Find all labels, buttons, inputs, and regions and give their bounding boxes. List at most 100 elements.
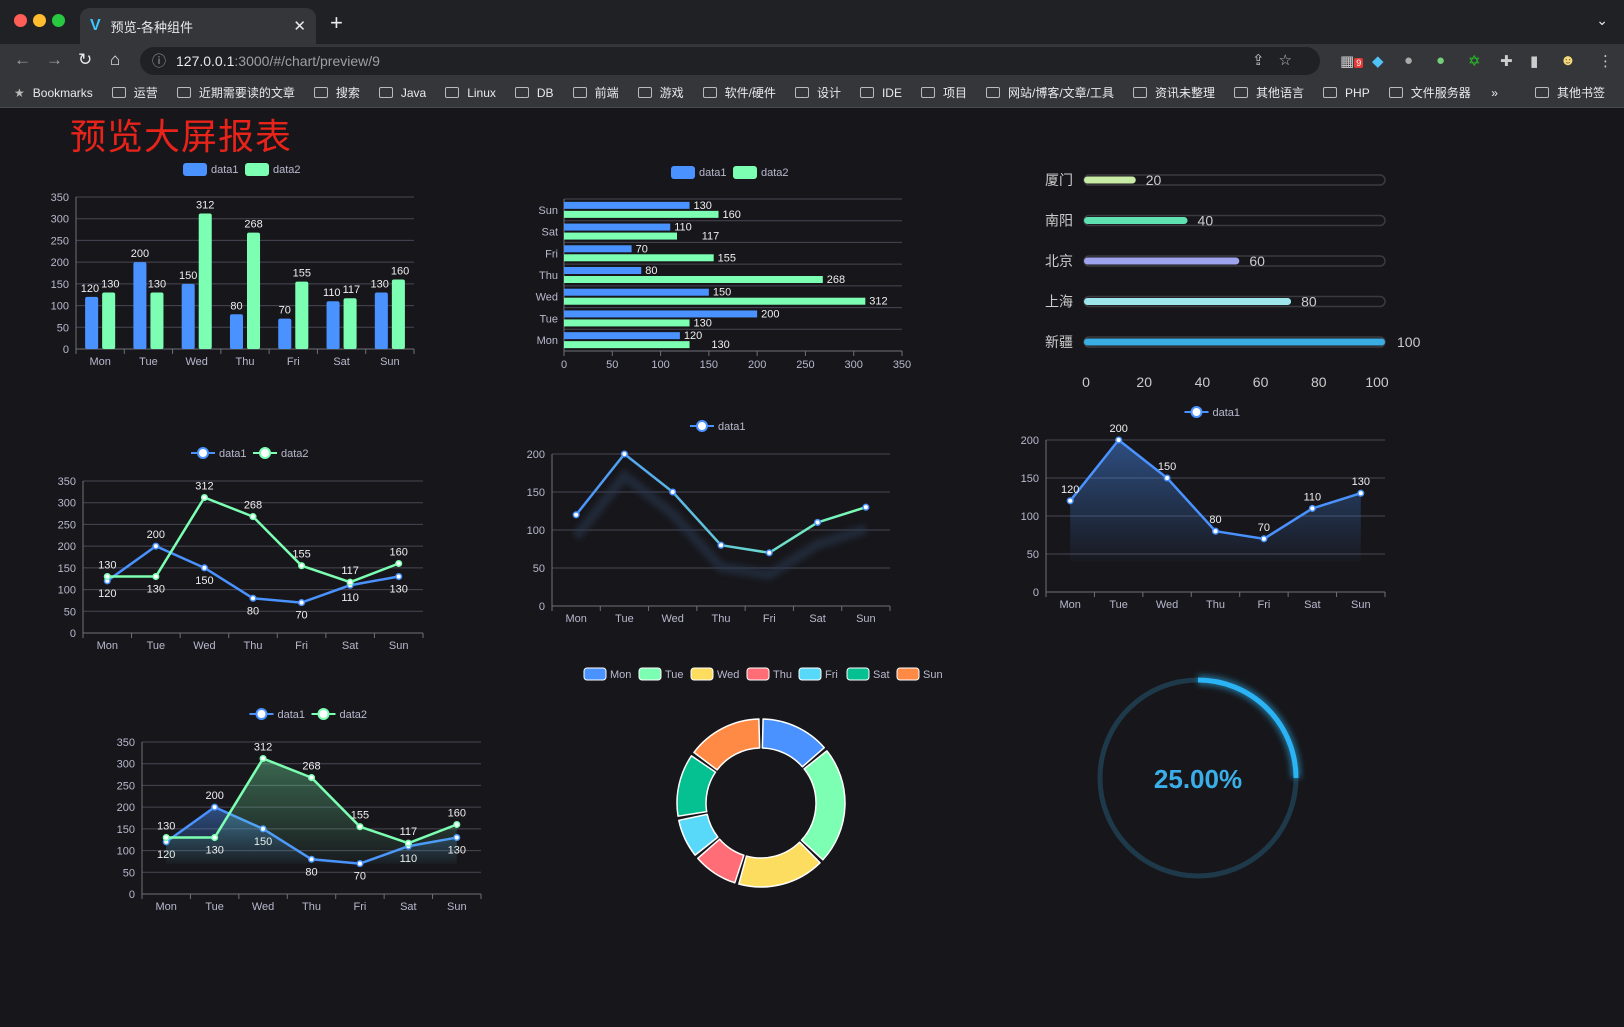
data-label: 155	[292, 549, 310, 561]
bookmark-folder[interactable]: 文件服务器	[1388, 84, 1471, 101]
donut-slice-Wed	[738, 841, 821, 888]
new-tab-icon[interactable]: +	[330, 10, 343, 35]
puzzle-icon[interactable]: ✚	[1500, 53, 1513, 70]
folder-icon	[794, 87, 809, 98]
data-label: 155	[293, 268, 311, 280]
bookmark-folder[interactable]: 其他语言	[1234, 84, 1304, 101]
menu-icon[interactable]: ⋮	[1598, 53, 1613, 70]
bookmark-folder[interactable]: 项目	[920, 84, 967, 101]
back-icon[interactable]: ←	[14, 50, 31, 69]
chart-legend[interactable]: data1 data2	[183, 163, 301, 176]
x-tick-label: 0	[1082, 374, 1090, 390]
bookmark-folder[interactable]: 资讯未整理	[1133, 84, 1215, 101]
star-extension-icon[interactable]: ✡	[1468, 53, 1481, 70]
browser-tab[interactable]: V 预览-各种组件 ✕	[80, 8, 316, 44]
minimize-window-button[interactable]	[33, 14, 46, 27]
data-label: 160	[448, 808, 466, 820]
line-shadow	[572, 468, 868, 581]
info-icon[interactable]: ⓘ	[152, 53, 166, 69]
avatar[interactable]: ☻	[1560, 52, 1576, 69]
data-label: 120	[1061, 484, 1079, 496]
bookmark-folder[interactable]: 游戏	[637, 84, 684, 101]
data-label: 110	[323, 287, 341, 299]
data-point	[298, 562, 306, 570]
bookmark-folder[interactable]: 搜索	[313, 84, 360, 101]
maximize-window-button[interactable]	[52, 14, 65, 27]
bookmark-folder[interactable]: DB	[514, 86, 554, 100]
forward-icon[interactable]: →	[46, 50, 63, 69]
data-label: 150	[713, 287, 731, 299]
bookmark-folder[interactable]: 前端	[572, 84, 619, 101]
reload-icon[interactable]: ↻	[78, 50, 93, 69]
legend-marker-icon	[197, 447, 209, 459]
bar-data2	[391, 279, 405, 349]
other-bookmarks[interactable]: 其他书签	[1534, 84, 1605, 101]
share-icon[interactable]: ⇪	[1251, 52, 1279, 69]
legend-swatch-icon	[746, 667, 770, 681]
extension-icon[interactable]: ▦ 9	[1340, 53, 1364, 70]
more-bookmarks-button[interactable]: »	[1491, 86, 1498, 100]
bar-data2	[564, 341, 690, 349]
data-label: 150	[195, 575, 213, 587]
home-icon[interactable]: ⌂	[110, 50, 121, 69]
y-tick-label: 0	[63, 344, 69, 356]
chart-legend[interactable]: Mon Tue Wed Thu Fri Sat Sun	[583, 667, 943, 681]
bookmark-folder[interactable]: 运营	[111, 84, 158, 101]
data-point	[346, 578, 354, 586]
bar-data1	[278, 318, 292, 349]
x-tick-label: 200	[748, 359, 766, 371]
bookmark-folder[interactable]: 近期需要读的文章	[176, 84, 295, 101]
bookmark-folder[interactable]: Linux	[445, 86, 496, 100]
chart-legend[interactable]: data1 data2	[249, 708, 368, 721]
bookmarks-button[interactable]: ★ Bookmarks	[14, 86, 93, 100]
bar-data2	[343, 298, 357, 349]
bookmark-folder[interactable]: PHP	[1323, 86, 1370, 100]
data-label: 268	[827, 274, 845, 286]
bookmark-star-icon[interactable]: ☆	[1278, 52, 1306, 69]
progress-fill	[1084, 176, 1136, 184]
diamond-extension-icon[interactable]: ◆	[1372, 53, 1384, 70]
close-tab-icon[interactable]: ✕	[293, 18, 306, 35]
bookmark-folder[interactable]: IDE	[859, 85, 902, 100]
x-tick-label: Fri	[295, 640, 308, 652]
folder-icon	[313, 87, 328, 98]
donut-slice-Fri	[678, 813, 719, 856]
bookmark-folder[interactable]: Java	[378, 86, 426, 100]
data-label: 312	[869, 296, 887, 308]
bookmark-label: 软件/硬件	[724, 86, 776, 100]
close-window-button[interactable]	[14, 14, 27, 27]
chart-legend[interactable]: data1 data2	[191, 447, 309, 460]
bookmark-label: IDE	[881, 85, 902, 100]
data-label: 120	[81, 283, 99, 295]
y-tick-label: 200	[1021, 435, 1039, 447]
x-tick-label: 300	[845, 359, 863, 371]
chart-legend[interactable]: data1	[690, 420, 746, 433]
bookmark-folder[interactable]: 网站/博客/文章/工具	[985, 84, 1114, 101]
data-label: 70	[279, 305, 291, 317]
data-label: 200	[761, 308, 779, 320]
x-tick-label: Mon	[1060, 599, 1081, 611]
address-bar[interactable]: ⓘ 127.0.0.1 :3000/#/chart/preview/9 ⇪☆	[140, 47, 1320, 75]
extension-icon[interactable]: ●	[1404, 52, 1414, 69]
legend-label: data1	[211, 164, 239, 176]
chart-legend[interactable]: data1 data2	[671, 166, 789, 179]
folder-icon	[985, 87, 1000, 98]
y-tick-label: 350	[117, 737, 135, 749]
extension-icon[interactable]: ●	[1436, 52, 1446, 69]
x-tick-label: Wed	[1156, 599, 1178, 611]
y-tick-label: 100	[1021, 511, 1039, 523]
data-point	[307, 774, 316, 782]
chevron-down-icon[interactable]: ⌄	[1596, 12, 1608, 28]
data-label: 130	[148, 279, 166, 291]
chart-legend[interactable]: data1	[1184, 406, 1241, 419]
side-panel-icon[interactable]: ▮	[1530, 53, 1539, 70]
legend-label: Tue	[665, 669, 684, 681]
y-tick-label: 0	[70, 628, 76, 640]
folder-icon	[1388, 87, 1403, 98]
legend-swatch-icon	[846, 667, 870, 681]
browser-toolbar: ← → ↻ ⌂ ⓘ 127.0.0.1 :3000/#/chart/previe…	[0, 44, 1624, 78]
bookmark-folder[interactable]: 软件/硬件	[702, 84, 776, 101]
bookmark-folder[interactable]: 设计	[794, 84, 841, 101]
x-tick-label: 60	[1253, 374, 1269, 390]
x-tick-label: Sun	[856, 613, 876, 625]
